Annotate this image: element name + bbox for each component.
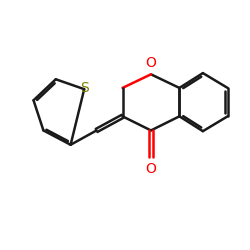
Text: O: O bbox=[146, 162, 156, 175]
Text: O: O bbox=[146, 56, 156, 70]
Text: S: S bbox=[80, 81, 88, 95]
